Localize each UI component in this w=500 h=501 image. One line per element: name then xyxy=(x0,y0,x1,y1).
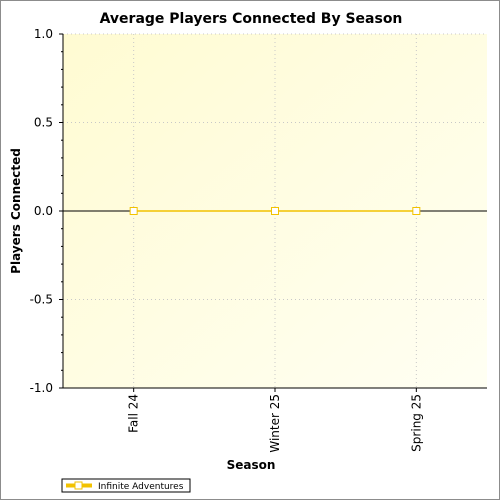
y-axis-label: Players Connected xyxy=(9,148,23,274)
x-tick-label: Fall 24 xyxy=(127,394,141,433)
y-tick-label: 0.5 xyxy=(34,116,53,130)
y-tick-labels: 1.0 0.5 0.0 -0.5 -1.0 xyxy=(30,27,53,395)
x-axis-label: Season xyxy=(227,458,276,472)
legend-swatch-marker xyxy=(74,481,83,490)
y-tick-label: 1.0 xyxy=(34,27,53,41)
chart-title: Average Players Connected By Season xyxy=(100,11,403,27)
data-point xyxy=(271,207,279,215)
data-point xyxy=(129,207,138,215)
y-tick-label: 0.0 xyxy=(34,204,53,218)
y-tick-label: -0.5 xyxy=(30,293,53,307)
data-point xyxy=(412,207,421,215)
y-tick-label: -1.0 xyxy=(30,381,53,395)
legend-box xyxy=(61,478,191,493)
legend: Infinite Adventures xyxy=(61,478,191,493)
x-tick-labels: Fall 24 Winter 25 Spring 25 xyxy=(127,394,424,453)
data-points xyxy=(129,207,421,215)
x-tick-label: Spring 25 xyxy=(409,394,423,452)
legend-label: Infinite Adventures xyxy=(98,482,184,492)
x-tick-label: Winter 25 xyxy=(268,394,282,453)
